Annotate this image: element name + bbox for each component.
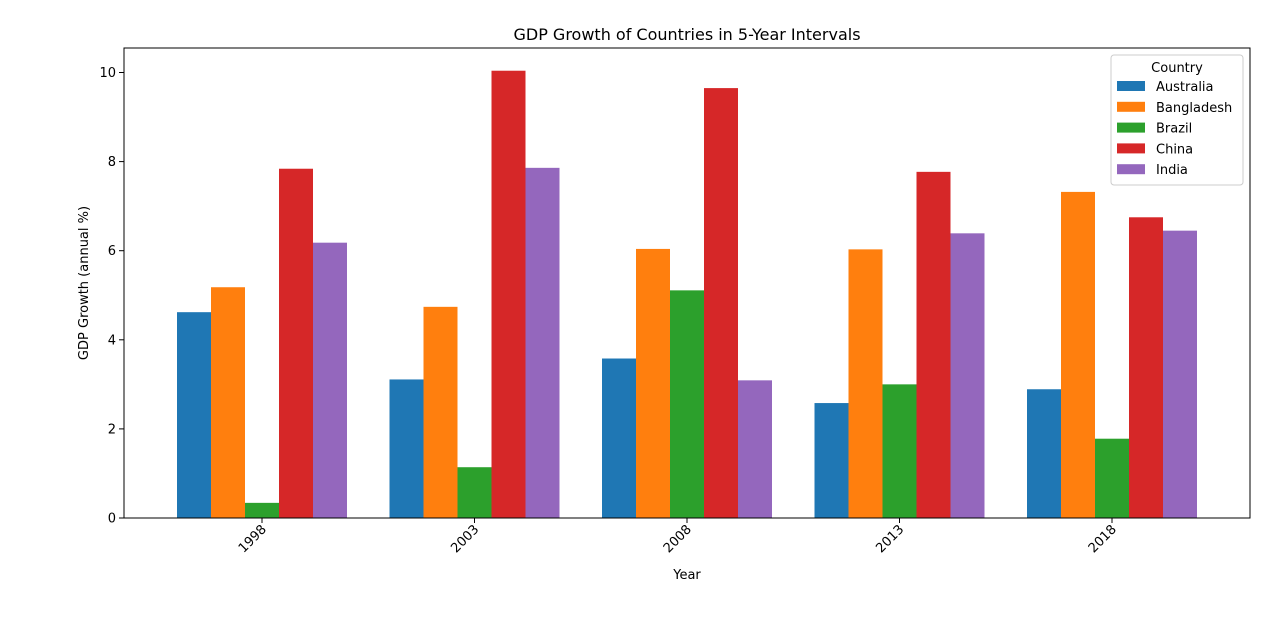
bar-china-2008 — [704, 88, 738, 518]
legend: Country Australia Bangladesh Brazil China In… — [1110, 54, 1244, 186]
legend-swatch-china — [1117, 143, 1145, 154]
x-tick-label: 2003 — [448, 522, 482, 556]
x-axis-label: Year — [672, 568, 701, 583]
x-axis: 1998 2003 2008 2013 2018 — [236, 518, 1120, 556]
bar-china-2018 — [1129, 217, 1163, 518]
bar-china-1998 — [279, 168, 313, 518]
legend-label-india: India — [1156, 163, 1188, 178]
legend-label-china: China — [1156, 142, 1193, 157]
y-tick-label: 0 — [108, 512, 116, 527]
bar-india-2018 — [1163, 230, 1197, 518]
bar-bangladesh-2008 — [636, 248, 670, 518]
bar-china-2013 — [916, 171, 951, 519]
plot-frame — [123, 47, 1251, 519]
legend-swatch-india — [1117, 164, 1145, 175]
bar-brazil-2008 — [670, 290, 704, 518]
legend-label-bangladesh: Bangladesh — [1156, 101, 1232, 116]
legend-swatch-australia — [1117, 81, 1145, 91]
bar-bangladesh-2013 — [848, 249, 883, 518]
bar-australia-2018 — [1027, 389, 1061, 518]
bar-australia-2008 — [602, 358, 636, 518]
y-axis: 0 2 4 6 8 10 — [99, 66, 124, 527]
bar-australia-2013 — [814, 403, 849, 518]
legend-label-australia: Australia — [1156, 80, 1214, 95]
x-tick-label: 1998 — [236, 522, 270, 556]
legend-items: Australia Bangladesh Brazil China India — [1117, 80, 1232, 178]
chart-title: GDP Growth of Countries in 5-Year Interv… — [513, 25, 860, 44]
x-tick-label: 2008 — [661, 522, 695, 556]
bar-brazil-1998 — [245, 502, 279, 518]
bar-brazil-2013 — [882, 384, 917, 518]
bar-brazil-2003 — [457, 467, 492, 518]
bar-brazil-2018 — [1095, 438, 1129, 518]
legend-swatch-bangladesh — [1117, 101, 1145, 112]
y-tick-label: 4 — [108, 333, 116, 348]
y-tick-label: 6 — [108, 244, 116, 259]
bar-bangladesh-2018 — [1061, 191, 1095, 518]
y-tick-label: 8 — [108, 155, 116, 170]
bar-bangladesh-2003 — [423, 306, 458, 518]
x-tick-label: 2018 — [1086, 522, 1120, 556]
y-tick-label: 2 — [108, 422, 116, 437]
legend-title: Country — [1151, 61, 1203, 76]
bar-bangladesh-1998 — [211, 287, 245, 518]
y-axis-label: GDP Growth (annual %) — [77, 206, 92, 360]
legend-swatch-brazil — [1117, 122, 1145, 133]
bar-india-1998 — [313, 242, 347, 518]
x-tick-label: 2013 — [873, 522, 907, 556]
y-tick-label: 10 — [99, 66, 116, 81]
bar-australia-1998 — [177, 312, 211, 518]
bar-india-2008 — [738, 380, 772, 518]
bar-india-2003 — [525, 167, 560, 518]
bar-australia-2003 — [389, 379, 424, 518]
bar-india-2013 — [950, 233, 985, 518]
bar-china-2003 — [491, 70, 526, 518]
legend-label-brazil: Brazil — [1156, 122, 1192, 137]
bars-group — [177, 70, 1197, 519]
